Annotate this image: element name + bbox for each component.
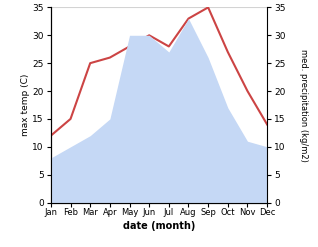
X-axis label: date (month): date (month) xyxy=(123,221,195,231)
Y-axis label: med. precipitation (kg/m2): med. precipitation (kg/m2) xyxy=(300,49,308,161)
Y-axis label: max temp (C): max temp (C) xyxy=(21,74,30,136)
